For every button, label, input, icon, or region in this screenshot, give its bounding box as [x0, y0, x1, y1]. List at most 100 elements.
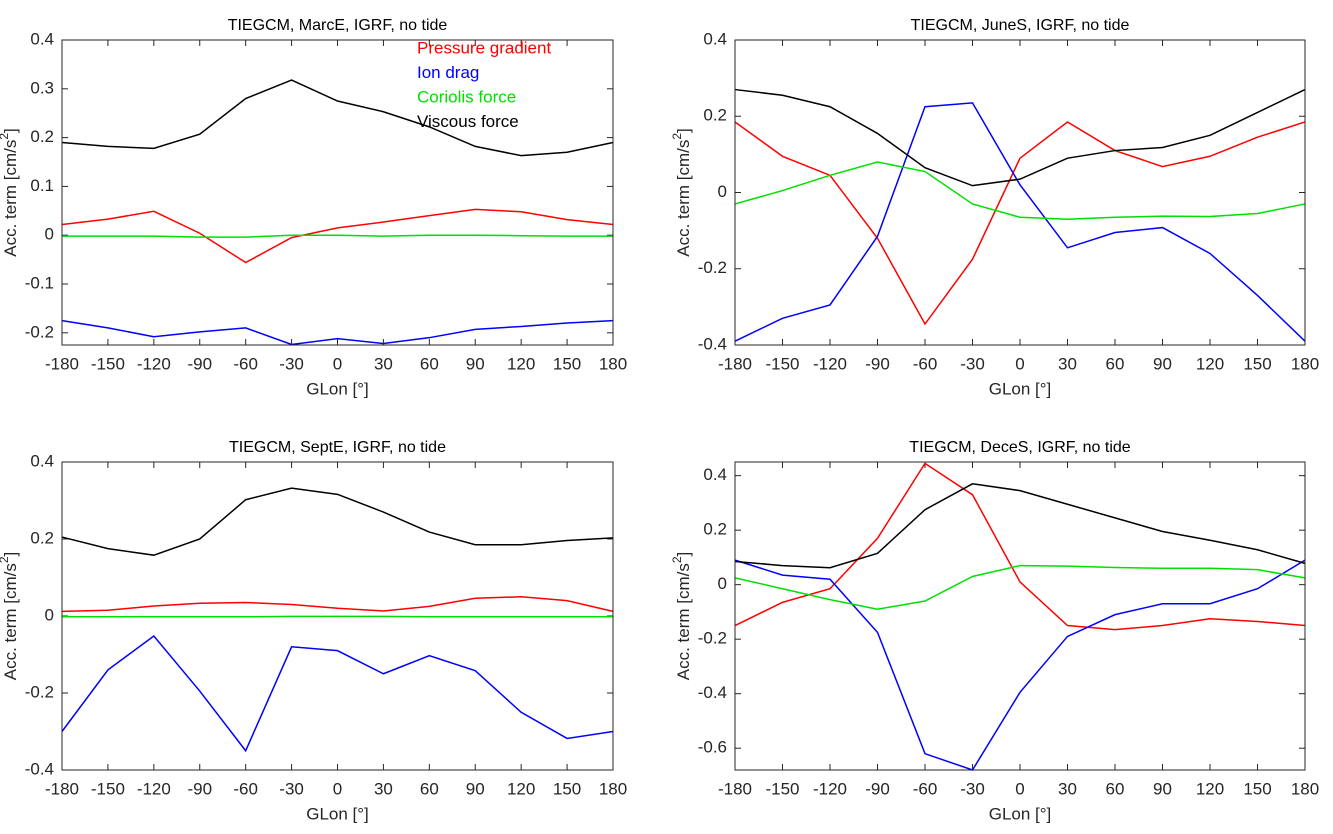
x-tick-label: 0 [1015, 354, 1024, 373]
axes-box [61, 39, 614, 346]
x-tick-label: 90 [466, 354, 485, 373]
series-line [734, 88, 1306, 187]
x-tick-label: 120 [1196, 779, 1224, 798]
series-line [61, 595, 614, 613]
x-tick-label: -90 [187, 354, 212, 373]
chart-title: TIEGCM, SeptE, IGRF, no tide [229, 439, 446, 456]
axes-box [734, 461, 1306, 771]
x-tick-label: -150 [91, 354, 125, 373]
x-tick-label: -180 [45, 354, 79, 373]
x-tick-label: -180 [718, 779, 752, 798]
x-axis-label: GLon [°] [306, 379, 369, 398]
x-tick-label: 90 [1153, 354, 1172, 373]
x-tick-label: 30 [1058, 779, 1077, 798]
series-line [61, 634, 614, 753]
x-tick-label: 60 [420, 779, 439, 798]
x-tick-label: -120 [137, 779, 171, 798]
chart-title: TIEGCM, MarcE, IGRF, no tide [228, 17, 448, 34]
y-tick-label: -0.1 [25, 273, 54, 292]
x-tick-label: 30 [374, 354, 393, 373]
x-tick-label: -30 [960, 779, 985, 798]
x-tick-label: -180 [45, 779, 79, 798]
y-axis-label-text: Acc. term [cm/s [674, 140, 693, 257]
x-tick-label: 30 [1058, 354, 1077, 373]
y-axis-label-end: ] [674, 128, 693, 133]
x-axis-label: GLon [°] [989, 379, 1052, 398]
x-tick-label: -90 [187, 779, 212, 798]
x-tick-label: 60 [1106, 779, 1125, 798]
legend-entry: Viscous force [417, 112, 519, 131]
y-tick-label: 0.4 [30, 29, 54, 48]
y-axis-label-sup: 2 [670, 556, 684, 563]
x-tick-label: 90 [1153, 779, 1172, 798]
y-tick-label: 0 [718, 574, 727, 593]
series-line [61, 208, 614, 264]
y-axis-label-sup: 2 [670, 133, 684, 140]
y-tick-label: 0 [45, 225, 54, 244]
y-tick-label: -0.4 [25, 759, 54, 778]
y-tick-label: 0.2 [703, 106, 727, 125]
y-tick-label: -0.6 [698, 738, 727, 757]
y-axis-label-sup: 2 [0, 556, 11, 563]
y-axis-label-end: ] [1, 552, 20, 557]
axes-box [61, 461, 614, 771]
chart-panel: TIEGCM, SeptE, IGRF, no tide -0.4 -0.2 0 0.2… [0, 439, 627, 823]
chart-panel: TIEGCM, JuneS, IGRF, no tide -0.4 -0.2 0 0.2… [670, 17, 1319, 398]
x-axis-label: GLon [°] [989, 804, 1052, 823]
x-tick-label: 180 [1291, 779, 1319, 798]
y-tick-label: 0.2 [30, 127, 54, 146]
x-tick-label: 60 [420, 354, 439, 373]
axes-box [734, 39, 1306, 346]
y-axis-label: Acc. term [cm/s2] [670, 128, 693, 257]
series-line [61, 79, 614, 157]
y-axis-label-sup: 2 [0, 133, 11, 140]
y-tick-label: 0.4 [703, 465, 727, 484]
series-line [734, 559, 1306, 771]
legend-entry: Coriolis force [417, 87, 516, 106]
y-axis-label-end: ] [1, 128, 20, 133]
chart-title: TIEGCM, JuneS, IGRF, no tide [911, 17, 1130, 34]
y-tick-label: -0.4 [698, 683, 727, 702]
y-axis-label-end: ] [674, 552, 693, 557]
x-tick-label: -60 [233, 779, 258, 798]
y-tick-label: 0.1 [30, 176, 54, 195]
series-line [734, 462, 1306, 631]
y-tick-label: 0 [718, 182, 727, 201]
x-tick-label: -180 [718, 354, 752, 373]
x-tick-label: -60 [913, 354, 938, 373]
plot-area [735, 40, 1305, 345]
x-tick-label: 120 [507, 779, 535, 798]
series-line [734, 161, 1306, 220]
x-tick-label: -150 [765, 779, 799, 798]
x-tick-label: -90 [865, 779, 890, 798]
y-tick-label: 0.3 [30, 78, 54, 97]
y-tick-label: -0.2 [698, 258, 727, 277]
y-tick-label: 0.2 [703, 520, 727, 539]
series-line [734, 564, 1306, 610]
plot-area [62, 40, 613, 345]
y-tick-label: -0.2 [25, 322, 54, 341]
x-tick-label: 150 [1243, 779, 1271, 798]
x-tick-label: 60 [1106, 354, 1125, 373]
x-tick-label: -30 [960, 354, 985, 373]
series-line [734, 483, 1306, 569]
x-tick-label: 150 [1243, 354, 1271, 373]
chart-title: TIEGCM, DeceS, IGRF, no tide [909, 439, 1131, 456]
x-tick-label: 90 [466, 779, 485, 798]
series-line [734, 102, 1306, 342]
legend-entry: Pressure gradient [417, 38, 551, 57]
x-tick-label: -120 [137, 354, 171, 373]
x-tick-label: 120 [1196, 354, 1224, 373]
x-tick-label: 180 [599, 354, 627, 373]
y-tick-label: 0.4 [30, 451, 54, 470]
x-tick-label: 0 [333, 354, 342, 373]
x-tick-label: -150 [91, 779, 125, 798]
x-tick-label: 180 [599, 779, 627, 798]
x-tick-label: -60 [233, 354, 258, 373]
y-tick-label: -0.2 [25, 682, 54, 701]
series-line [61, 487, 614, 556]
x-tick-label: 0 [1015, 779, 1024, 798]
y-tick-label: 0.4 [703, 29, 727, 48]
